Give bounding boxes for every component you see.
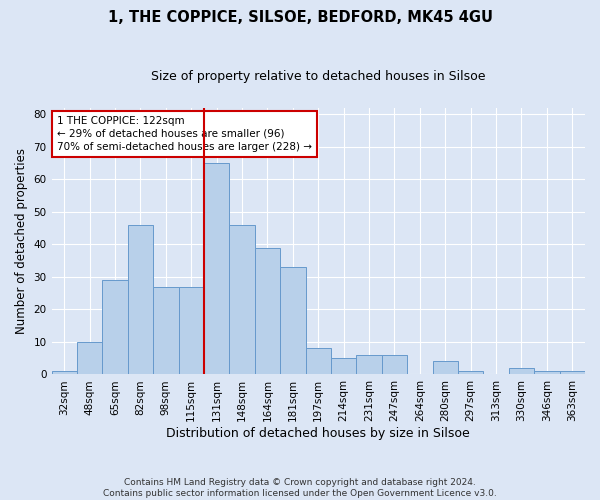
Bar <box>229 225 255 374</box>
Bar <box>509 368 534 374</box>
Bar <box>255 248 280 374</box>
Text: 1, THE COPPICE, SILSOE, BEDFORD, MK45 4GU: 1, THE COPPICE, SILSOE, BEDFORD, MK45 4G… <box>107 10 493 25</box>
Bar <box>103 280 128 374</box>
Bar <box>458 371 484 374</box>
Bar <box>534 371 560 374</box>
Text: 1 THE COPPICE: 122sqm
← 29% of detached houses are smaller (96)
70% of semi-deta: 1 THE COPPICE: 122sqm ← 29% of detached … <box>57 116 312 152</box>
Bar <box>179 286 204 374</box>
Bar <box>331 358 356 374</box>
Text: Contains HM Land Registry data © Crown copyright and database right 2024.
Contai: Contains HM Land Registry data © Crown c… <box>103 478 497 498</box>
Bar <box>560 371 585 374</box>
Bar <box>382 355 407 374</box>
Bar <box>280 267 305 374</box>
Bar <box>77 342 103 374</box>
Title: Size of property relative to detached houses in Silsoe: Size of property relative to detached ho… <box>151 70 485 83</box>
X-axis label: Distribution of detached houses by size in Silsoe: Distribution of detached houses by size … <box>166 427 470 440</box>
Y-axis label: Number of detached properties: Number of detached properties <box>15 148 28 334</box>
Bar <box>153 286 179 374</box>
Bar <box>204 163 229 374</box>
Bar <box>356 355 382 374</box>
Bar <box>305 348 331 374</box>
Bar <box>433 362 458 374</box>
Bar <box>128 225 153 374</box>
Bar <box>52 371 77 374</box>
